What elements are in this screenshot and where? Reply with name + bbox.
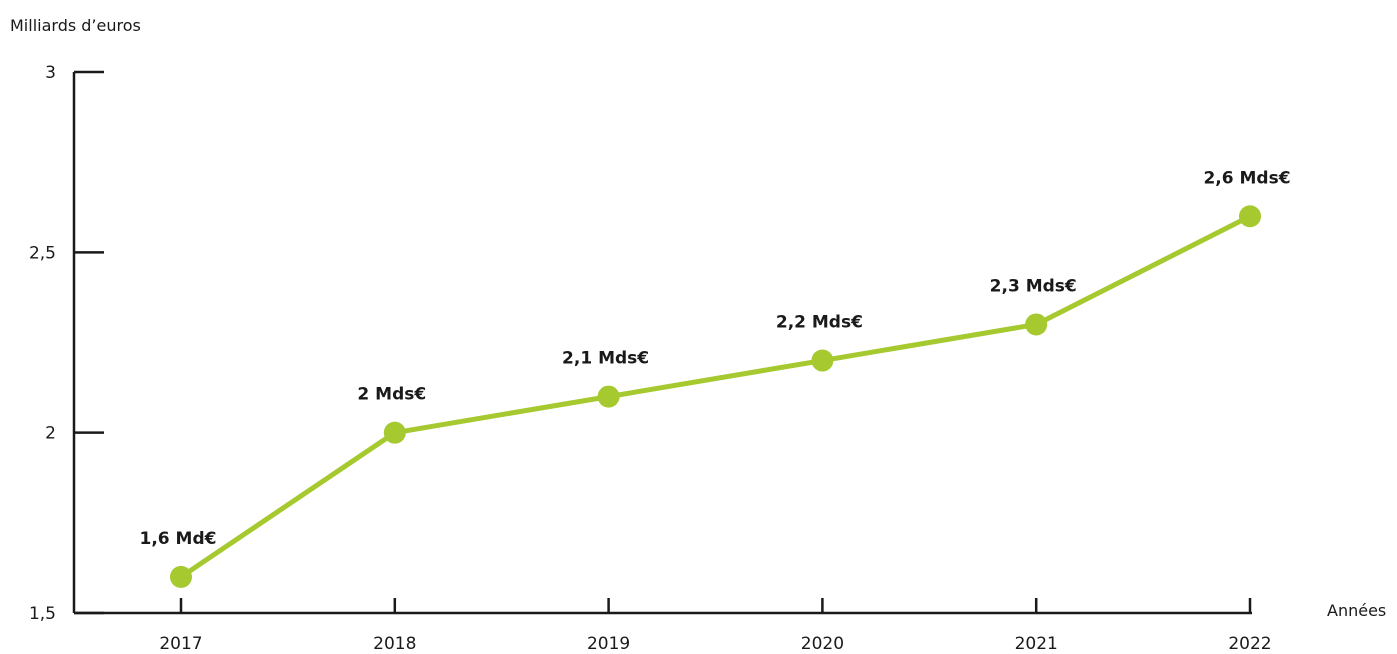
data-point <box>1025 313 1048 336</box>
x-tick-label: 2017 <box>159 634 202 654</box>
x-tick-label: 2019 <box>587 634 630 654</box>
data-label: 2 Mds€ <box>357 385 426 405</box>
y-tick-label: 1,5 <box>29 604 56 624</box>
data-labels: 1,6 Md€ 2 Mds€ 2,1 Mds€ 2,2 Mds€ 2,3 Mds€ 2,6… <box>140 168 1291 549</box>
data-label: 2,2 Mds€ <box>776 313 863 333</box>
x-tick-label: 2021 <box>1015 634 1058 654</box>
data-point <box>811 349 834 372</box>
data-point <box>1239 205 1261 228</box>
y-axis-title: Milliards d’euros <box>10 16 141 35</box>
data-label: 2,1 Mds€ <box>562 349 649 369</box>
x-axis-title: Années <box>1327 601 1386 620</box>
data-point <box>170 565 192 588</box>
data-point <box>383 421 406 444</box>
series-layer <box>170 205 1261 588</box>
data-label: 1,6 Md€ <box>140 529 217 549</box>
x-tick-label: 2020 <box>801 634 844 654</box>
y-tick-label: 3 <box>45 63 56 83</box>
x-tick-label: 2022 <box>1228 634 1271 654</box>
y-axis-ticks: 1,5 2 2,5 3 <box>29 63 104 624</box>
data-label: 2,6 Mds€ <box>1203 168 1290 188</box>
data-point <box>597 385 620 408</box>
x-axis-ticks: 2017 2018 2019 2020 2021 2022 <box>159 598 1272 654</box>
y-tick-label: 2,5 <box>29 243 56 263</box>
x-tick-label: 2018 <box>373 634 416 654</box>
series-line <box>178 213 1253 580</box>
data-label: 2,3 Mds€ <box>990 276 1077 296</box>
y-tick-label: 2 <box>45 424 56 444</box>
